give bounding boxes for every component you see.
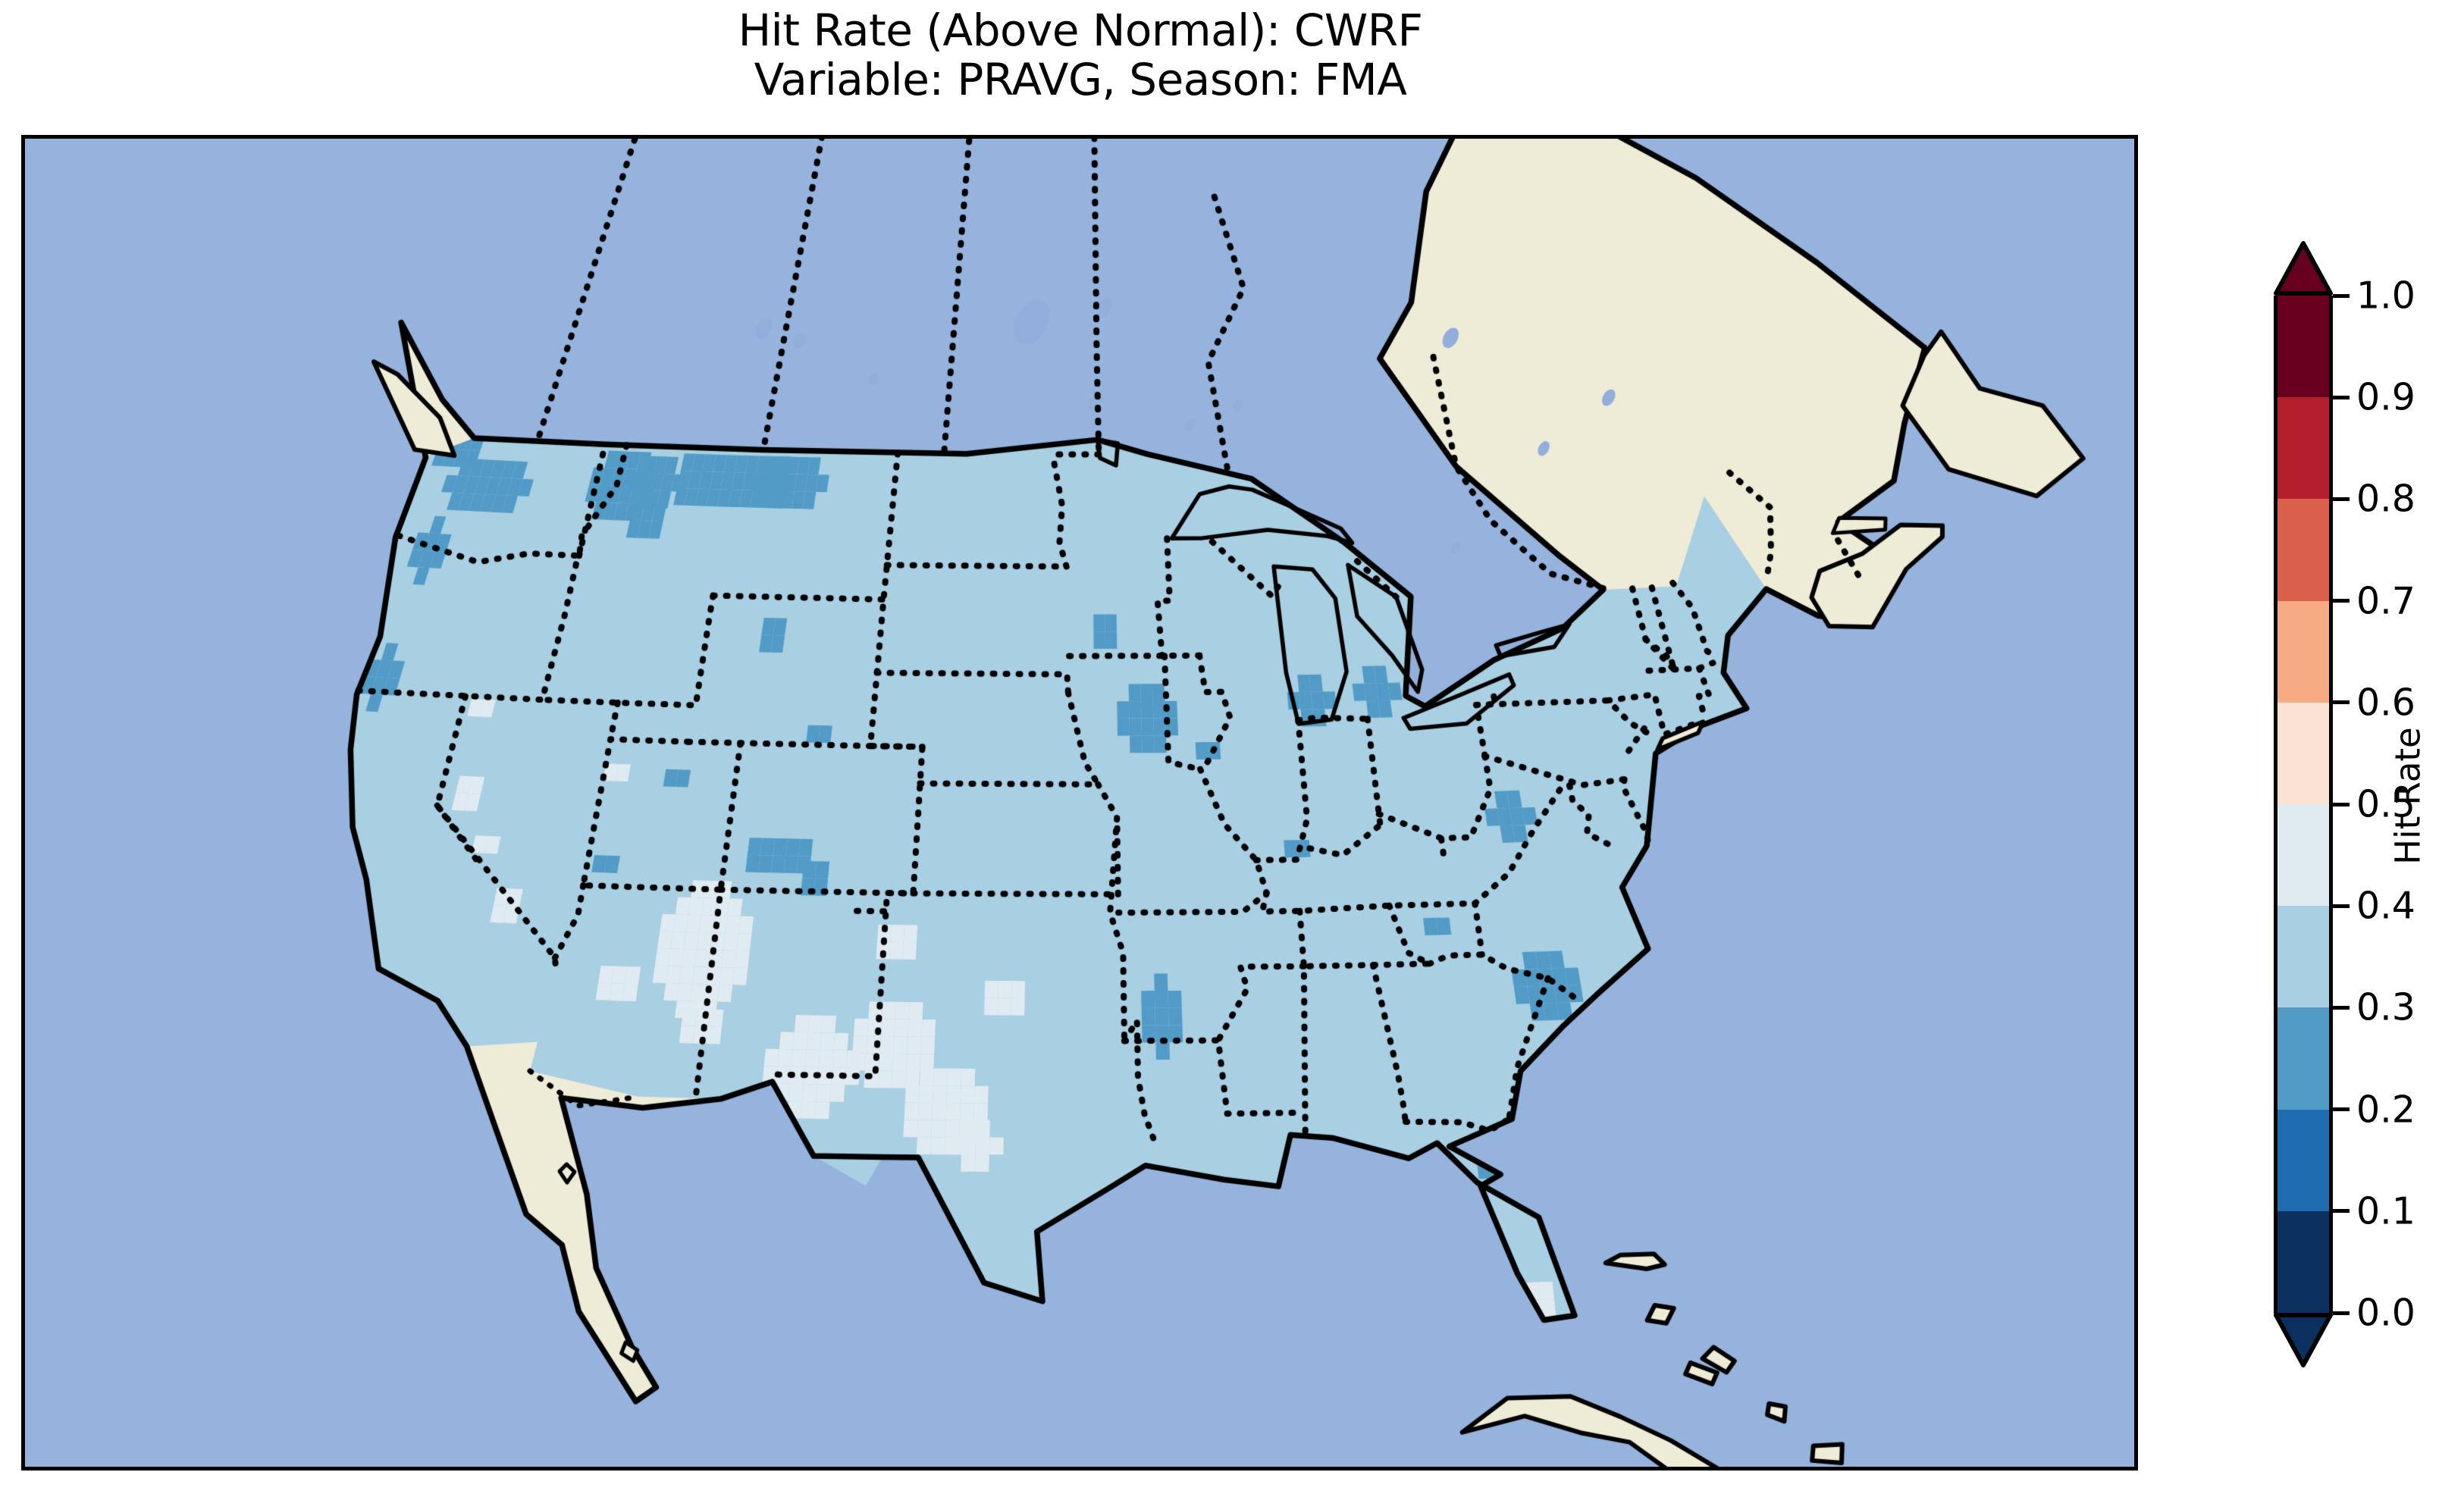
colorbar-ticklabel-0.3: 0.3: [2356, 985, 2415, 1029]
choropleth-map-canvas: [25, 139, 2134, 1467]
colorbar-band-7: [2274, 1007, 2333, 1110]
map-panel: [21, 135, 2138, 1471]
colorbar-band-8: [2274, 1109, 2333, 1212]
colorbar-ticklabel-0.2: 0.2: [2356, 1088, 2415, 1132]
colorbar-tick-1.0: [2333, 293, 2350, 298]
colorbar-band-2: [2274, 499, 2333, 602]
figure-title: Hit Rate (Above Normal): CWRF Variable: …: [0, 6, 2161, 105]
colorbar-bands: [2274, 296, 2333, 1314]
colorbar-band-1: [2274, 397, 2333, 500]
colorbar-ticklabel-0.4: 0.4: [2356, 884, 2415, 928]
colorbar-ticklabel-0.7: 0.7: [2356, 579, 2415, 623]
colorbar-tick-0.6: [2333, 700, 2350, 705]
colorbar-ticklabel-0.1: 0.1: [2356, 1189, 2415, 1233]
colorbar-axis-label: Hit Rate: [2387, 727, 2428, 865]
colorbar-tick-0.8: [2333, 496, 2350, 501]
colorbar-tick-0.5: [2333, 802, 2350, 807]
colorbar-tick-0.1: [2333, 1209, 2350, 1214]
colorbar-tick-0.2: [2333, 1107, 2350, 1112]
colorbar-ticklabel-0.9: 0.9: [2356, 375, 2415, 419]
colorbar-band-6: [2274, 906, 2333, 1008]
colorbar-tick-0.9: [2333, 395, 2350, 399]
title-line-1: Hit Rate (Above Normal): CWRF: [738, 5, 1423, 56]
colorbar: 1.0 0.9 0.8 0.7 0.6 0.5 0.4 0.3 0.2 0.1 0.0 Hit Ra…: [2267, 235, 2464, 1380]
colorbar-ticklabel-0.8: 0.8: [2356, 477, 2415, 521]
colorbar-tick-0.7: [2333, 599, 2350, 603]
colorbar-ticklabel-0.0: 0.0: [2356, 1291, 2415, 1335]
colorbar-tick-0.0: [2333, 1311, 2350, 1315]
colorbar-under-arrow: [2274, 1313, 2333, 1367]
colorbar-ticklabel-0.6: 0.6: [2356, 681, 2415, 725]
colorbar-tick-0.3: [2333, 1005, 2350, 1010]
title-line-2: Variable: PRAVG, Season: FMA: [754, 53, 1407, 105]
colorbar-band-0: [2274, 296, 2333, 398]
colorbar-ticklabel-0.5: 0.5: [2356, 782, 2415, 826]
colorbar-ticklabel-1.0: 1.0: [2356, 274, 2415, 318]
colorbar-band-4: [2274, 702, 2333, 805]
colorbar-tick-0.4: [2333, 904, 2350, 908]
colorbar-band-9: [2274, 1211, 2333, 1314]
colorbar-over-arrow: [2274, 241, 2333, 296]
colorbar-band-5: [2274, 804, 2333, 907]
colorbar-band-3: [2274, 600, 2333, 703]
